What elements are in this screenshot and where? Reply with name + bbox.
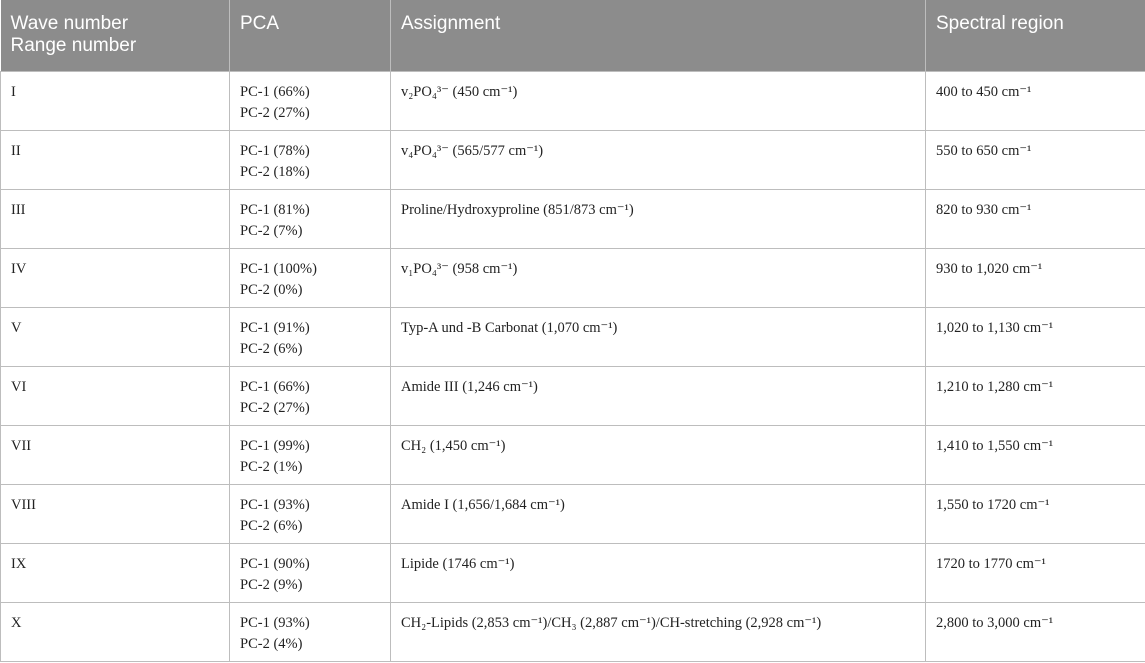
table-row: III PC-1 (81%) PC-2 (7%) Proline/Hydroxypro… (0, 188, 1145, 249)
range-number-cell: VII (0, 424, 230, 485)
pc2-value: PC-2 (0%) (240, 281, 303, 298)
pc1-value: PC-1 (78%) (240, 142, 310, 159)
pc1-value: PC-1 (90%) (240, 555, 310, 572)
assignment-cell: Amide III (1,246 cm⁻¹) (390, 365, 926, 426)
pca-cell: PC-1 (99%) PC-2 (1%) (229, 424, 391, 485)
spectral-region-cell: 930 to 1,020 cm⁻¹ (925, 247, 1145, 308)
pca-cell: PC-1 (93%) PC-2 (6%) (229, 483, 391, 544)
pc1-value: PC-1 (91%) (240, 319, 310, 336)
range-number-cell: II (0, 129, 230, 190)
spectral-region-cell: 1,410 to 1,550 cm⁻¹ (925, 424, 1145, 485)
pc2-value: PC-2 (4%) (240, 635, 303, 652)
header-range-number-label: Range number (10, 35, 137, 56)
pca-cell: PC-1 (66%) PC-2 (27%) (229, 365, 391, 426)
assignment-cell: Lipide (1746 cm⁻¹) (390, 542, 926, 603)
spectral-region-cell: 820 to 930 cm⁻¹ (925, 188, 1145, 249)
table-row: X PC-1 (93%) PC-2 (4%) CH₂-Lipids (2,853 cm… (0, 601, 1145, 662)
assignment-cell: Proline/Hydroxyproline (851/873 cm⁻¹) (390, 188, 926, 249)
range-number-cell: IV (0, 247, 230, 308)
table-row: IV PC-1 (100%) PC-2 (0%) v₁PO₄³⁻ (958 cm⁻¹)… (0, 247, 1145, 308)
header-spectral-region: Spectral region (925, 0, 1145, 71)
pca-cell: PC-1 (78%) PC-2 (18%) (229, 129, 391, 190)
pca-cell: PC-1 (100%) PC-2 (0%) (229, 247, 391, 308)
table-row: I PC-1 (66%) PC-2 (27%) v₂PO₄³⁻ (450 cm⁻¹) 4… (0, 70, 1145, 131)
pc1-value: PC-1 (66%) (240, 83, 310, 100)
pc2-value: PC-2 (7%) (240, 222, 303, 239)
spectral-region-cell: 2,800 to 3,000 cm⁻¹ (925, 601, 1145, 662)
header-wave-number-label: Wave number (10, 13, 129, 34)
range-number-cell: III (0, 188, 230, 249)
table-row: II PC-1 (78%) PC-2 (18%) v₄PO₄³⁻ (565/577 c… (0, 129, 1145, 190)
pca-cell: PC-1 (93%) PC-2 (4%) (229, 601, 391, 662)
range-number-cell: X (0, 601, 230, 662)
range-number-cell: V (0, 306, 230, 367)
table-row: VIII PC-1 (93%) PC-2 (6%) Amide I (1,656/1,… (0, 483, 1145, 544)
table-row: IX PC-1 (90%) PC-2 (9%) Lipide (1746 cm⁻¹) 1… (0, 542, 1145, 603)
spectral-region-cell: 550 to 650 cm⁻¹ (925, 129, 1145, 190)
assignment-cell: CH₂ (1,450 cm⁻¹) (390, 424, 926, 485)
pc2-value: PC-2 (1%) (240, 458, 303, 475)
pc1-value: PC-1 (100%) (240, 260, 317, 277)
pc2-value: PC-2 (6%) (240, 517, 303, 534)
pca-cell: PC-1 (90%) PC-2 (9%) (229, 542, 391, 603)
pc1-value: PC-1 (93%) (240, 614, 310, 631)
pc1-value: PC-1 (93%) (240, 496, 310, 513)
range-number-cell: I (0, 70, 230, 131)
assignment-cell: Amide I (1,656/1,684 cm⁻¹) (390, 483, 926, 544)
range-number-cell: VIII (0, 483, 230, 544)
table-header-row: Wave number Range number PCA Assignment … (0, 0, 1145, 71)
assignment-cell: CH₂-Lipids (2,853 cm⁻¹)/CH₃ (2,887 cm⁻¹)… (390, 601, 926, 662)
pc2-value: PC-2 (27%) (240, 399, 310, 416)
table-row: V PC-1 (91%) PC-2 (6%) Typ-A und -B Carbona… (0, 306, 1145, 367)
spectral-region-cell: 1720 to 1770 cm⁻¹ (925, 542, 1145, 603)
spectral-region-cell: 400 to 450 cm⁻¹ (925, 70, 1145, 131)
header-assignment: Assignment (390, 0, 926, 71)
table-row: VI PC-1 (66%) PC-2 (27%) Amide III (1,246 c… (0, 365, 1145, 426)
assignment-cell: Typ-A und -B Carbonat (1,070 cm⁻¹) (390, 306, 926, 367)
pc2-value: PC-2 (9%) (240, 576, 303, 593)
spectral-region-cell: 1,550 to 1720 cm⁻¹ (925, 483, 1145, 544)
spectral-region-cell: 1,210 to 1,280 cm⁻¹ (925, 365, 1145, 426)
pca-cell: PC-1 (91%) PC-2 (6%) (229, 306, 391, 367)
pc1-value: PC-1 (66%) (240, 378, 310, 395)
header-pca: PCA (229, 0, 391, 71)
assignment-cell: v₂PO₄³⁻ (450 cm⁻¹) (390, 70, 926, 131)
header-range-number: Wave number Range number (0, 0, 230, 71)
pc1-value: PC-1 (81%) (240, 201, 310, 218)
pc2-value: PC-2 (27%) (240, 104, 310, 121)
pc1-value: PC-1 (99%) (240, 437, 310, 454)
range-number-cell: IX (0, 542, 230, 603)
assignment-cell: v₄PO₄³⁻ (565/577 cm⁻¹) (390, 129, 926, 190)
pca-cell: PC-1 (81%) PC-2 (7%) (229, 188, 391, 249)
pc2-value: PC-2 (6%) (240, 340, 303, 357)
range-number-cell: VI (0, 365, 230, 426)
pc2-value: PC-2 (18%) (240, 163, 310, 180)
assignment-cell: v₁PO₄³⁻ (958 cm⁻¹) (390, 247, 926, 308)
spectral-region-cell: 1,020 to 1,130 cm⁻¹ (925, 306, 1145, 367)
table-row: VII PC-1 (99%) PC-2 (1%) CH₂ (1,450 cm⁻¹) 1,… (0, 424, 1145, 485)
pca-cell: PC-1 (66%) PC-2 (27%) (229, 70, 391, 131)
